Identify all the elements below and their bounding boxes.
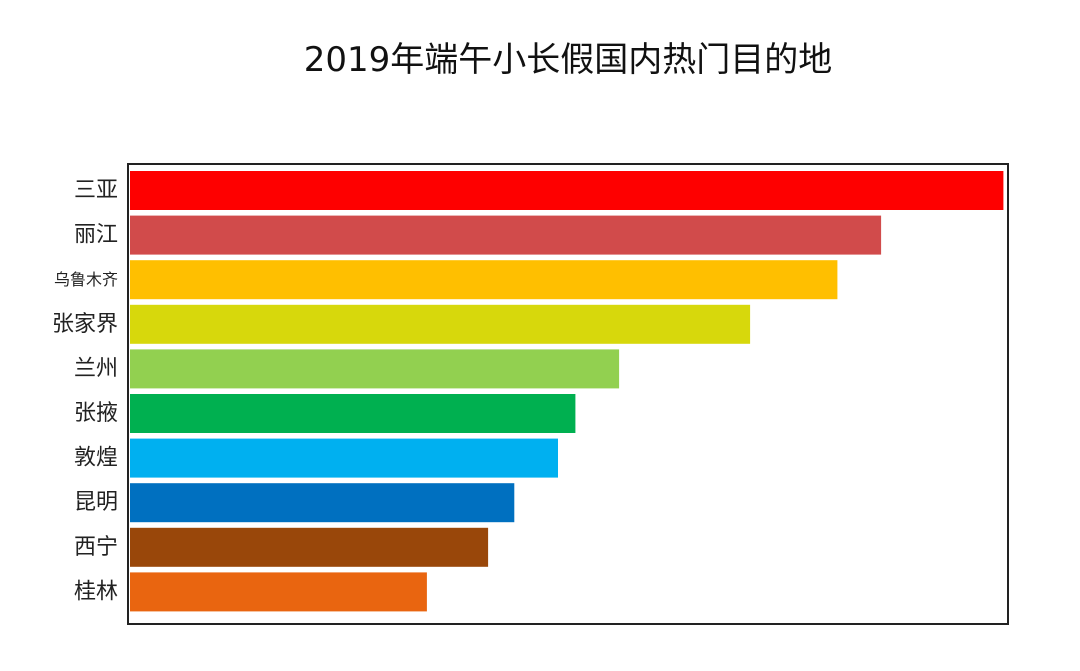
category-label-7: 昆明 [74, 490, 118, 515]
bar-0 [130, 171, 1004, 210]
bar-4 [130, 349, 620, 389]
category-label-1: 丽江 [74, 223, 118, 248]
bars-group [130, 171, 1004, 612]
bar-6 [130, 438, 558, 478]
bar-1 [130, 215, 882, 255]
category-label-9: 桂林 [74, 579, 118, 604]
category-label-0: 三亚 [74, 178, 118, 203]
category-label-8: 西宁 [74, 535, 118, 560]
category-label-4: 兰州 [74, 356, 118, 381]
chart-title: 2019年端午小长假国内热门目的地 [304, 40, 833, 80]
category-label-6: 敦煌 [74, 446, 118, 471]
bar-5 [130, 394, 576, 433]
category-label-3: 张家界 [52, 312, 118, 337]
bar-8 [130, 527, 489, 567]
bar-2 [130, 260, 838, 300]
category-label-5: 张掖 [74, 401, 118, 426]
bar-3 [130, 304, 751, 344]
category-label-2: 乌鲁木齐 [54, 270, 118, 289]
bar-9 [130, 572, 427, 612]
bar-7 [130, 483, 515, 523]
